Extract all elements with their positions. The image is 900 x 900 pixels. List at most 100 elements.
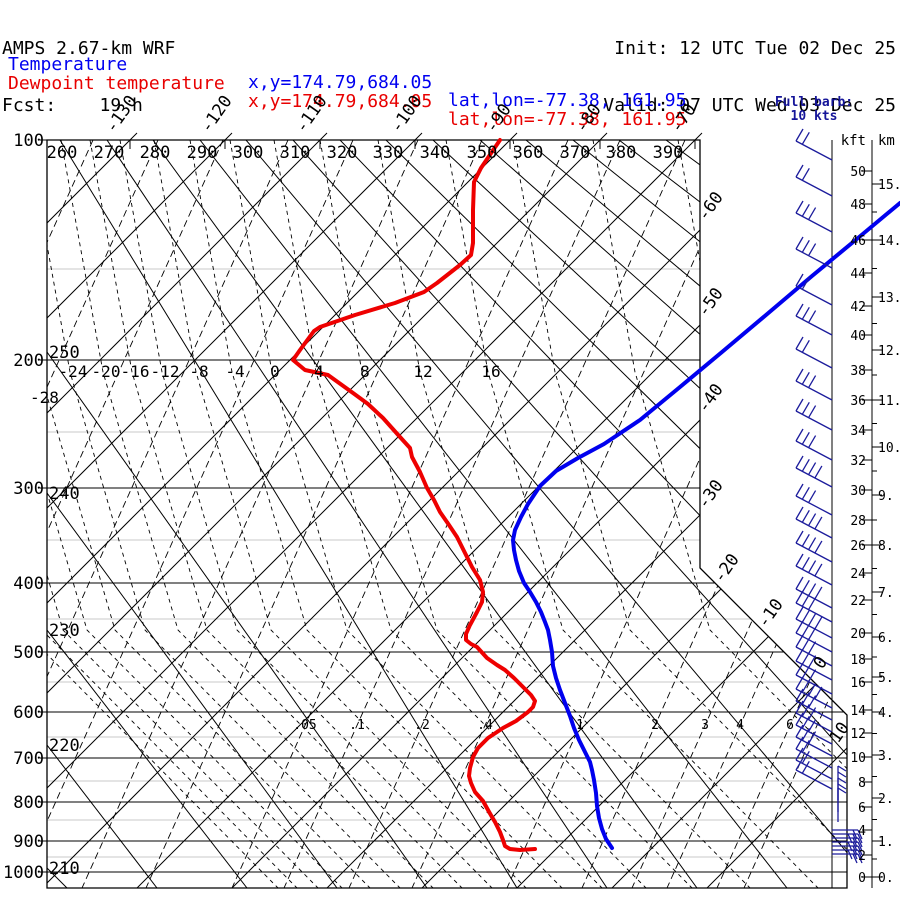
wind-barb <box>795 368 833 401</box>
wind-barb-column <box>795 128 863 864</box>
km-axis-title: km <box>878 133 895 149</box>
moist-adiabat-label-8: 8 <box>360 362 370 381</box>
isotherm-lines <box>47 140 847 888</box>
sounding-curves <box>291 138 900 852</box>
dewpoint-latlon: lat,lon=-77.38, 161.95 <box>448 109 687 130</box>
wind-barb <box>795 530 833 563</box>
theta-label-top-300: 300 <box>233 143 264 163</box>
km-label-4: 4. <box>878 706 894 721</box>
theta-label-top-310: 310 <box>280 143 311 163</box>
kft-label-14: 14 <box>850 704 866 719</box>
kft-label-8: 8 <box>858 776 866 791</box>
km-label-2: 2. <box>878 792 894 807</box>
isotherm-label-right--40: -40 <box>694 380 728 417</box>
kft-label-2: 2 <box>858 849 866 864</box>
valid-time: Valid: 07 UTC Wed 03 Dec 25 <box>603 95 896 116</box>
km-label-7: 7. <box>878 586 894 601</box>
moist-adiabat-label--20: -20 <box>92 362 121 381</box>
kft-label-40: 40 <box>850 329 866 344</box>
wind-barb <box>795 648 833 681</box>
wind-barb <box>795 747 833 780</box>
theta-label-left-240: 240 <box>49 484 80 504</box>
isotherm-label-top--130: -130 <box>102 92 142 137</box>
kft-label-16: 16 <box>850 676 866 691</box>
header-left: AMPS 2.67-km WRF Fcst: 19 h <box>2 1 175 153</box>
pressure-label-800: 800 <box>13 793 44 813</box>
km-label-9: 9. <box>878 489 894 504</box>
mixing-ratio-lines <box>47 140 847 888</box>
moist-adiabat-label-4: 4 <box>314 362 324 381</box>
kft-label-48: 48 <box>850 198 866 213</box>
isotherm-label-top--70: -70 <box>667 100 701 137</box>
theta-label-top-350: 350 <box>467 143 498 163</box>
moist-adiabat-label--8: -8 <box>189 362 208 381</box>
theta-label-left-230: 230 <box>49 621 80 641</box>
kft-label-24: 24 <box>850 567 866 582</box>
temperature-grid-coords: x,y=174.79,684.05 <box>248 72 433 93</box>
km-label-11: 11. <box>878 394 900 409</box>
mixing-ratio-label-6: 6 <box>786 718 794 733</box>
isotherm-label-top--90: -90 <box>482 100 516 137</box>
kft-label-50: 50 <box>850 165 866 180</box>
pressure-label-600: 600 <box>13 703 44 723</box>
wind-barb <box>795 236 833 269</box>
wind-barb-note: Full barb: 10 kts <box>764 96 864 124</box>
kft-label-6: 6 <box>858 801 866 816</box>
theta-label-left-210: 210 <box>49 859 80 879</box>
km-label-6: 6. <box>878 631 894 646</box>
moist-adiabat-label--4: -4 <box>225 362 244 381</box>
theta-label-top-380: 380 <box>606 143 637 163</box>
theta-label-left-220: 220 <box>49 736 80 756</box>
isotherm-label-top--100: -100 <box>387 92 427 137</box>
full-barb-label: Full barb: <box>774 95 854 110</box>
mixing-ratio-label-4: 4 <box>736 718 744 733</box>
kft-label-44: 44 <box>850 267 866 282</box>
km-label-5: 5. <box>878 671 894 686</box>
pressure-label-400: 400 <box>13 574 44 594</box>
kft-label-28: 28 <box>850 514 866 529</box>
moist-adiabat-label-16: 16 <box>481 362 500 381</box>
kft-label-26: 26 <box>850 539 866 554</box>
wind-barb <box>795 455 833 488</box>
km-label-15: 15. <box>878 178 900 193</box>
pressure-label-100: 100 <box>13 131 44 151</box>
km-label-14: 14. <box>878 234 900 249</box>
theta-label-top-390: 390 <box>653 143 684 163</box>
wind-barb <box>795 590 833 623</box>
kft-label-18: 18 <box>850 653 866 668</box>
km-label-3: 3. <box>878 749 894 764</box>
full-barb-speed: 10 kts <box>790 109 838 124</box>
wind-barb <box>795 724 833 757</box>
km-label-12: 12. <box>878 344 900 359</box>
kft-label-46: 46 <box>850 234 866 249</box>
mixing-ratio-label-.2: .2 <box>414 718 430 733</box>
forecast-hour: Fcst: 19 h <box>2 95 143 116</box>
chart-frame <box>40 132 882 889</box>
wind-barb <box>795 553 833 586</box>
theta-label-top-340: 340 <box>420 143 451 163</box>
kft-label-32: 32 <box>850 454 866 469</box>
wind-barb <box>795 398 833 431</box>
header-right: Init: 12 UTC Tue 02 Dec 25 Valid: 07 UTC… <box>603 1 896 153</box>
dewpoint-curve <box>291 138 537 852</box>
moist-adiabat-label--16: -16 <box>121 362 150 381</box>
isotherm-label-top--80: -80 <box>572 100 606 137</box>
isotherm-label-top--110: -110 <box>292 92 332 137</box>
theta-label-top-370: 370 <box>560 143 591 163</box>
wind-barb <box>795 506 833 539</box>
km-label-0: 0. <box>878 871 894 886</box>
moist-adiabat-label-12: 12 <box>413 362 432 381</box>
theta-label-top-330: 330 <box>373 143 404 163</box>
kft-label-4: 4 <box>858 824 866 839</box>
km-label-1: 1. <box>878 835 894 850</box>
dry-adiabat-lines <box>47 140 847 888</box>
kft-label-22: 22 <box>850 594 866 609</box>
temperature-curve <box>511 201 900 850</box>
pressure-label-700: 700 <box>13 749 44 769</box>
wind-barb <box>795 428 833 461</box>
moist-adiabat-lines <box>47 140 847 888</box>
mixing-ratio-label-1: 1 <box>576 718 584 733</box>
